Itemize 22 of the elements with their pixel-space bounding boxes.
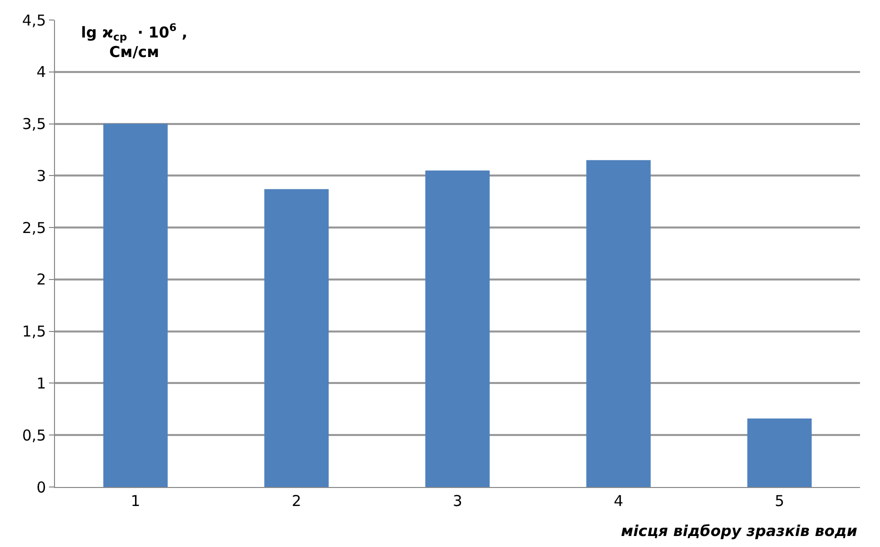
x-tick-label: 2 bbox=[292, 492, 302, 510]
y-tick-label: 2 bbox=[36, 270, 46, 289]
y-tick-label: 2,5 bbox=[22, 218, 46, 237]
x-tick-label: 4 bbox=[614, 492, 624, 510]
y-tick-label: 0,5 bbox=[22, 426, 46, 444]
y-tick-label: 3 bbox=[36, 166, 46, 185]
x-tick-label: 1 bbox=[130, 492, 140, 510]
bar bbox=[586, 160, 651, 487]
y-tick-label: 4,5 bbox=[22, 11, 46, 30]
y-tick-label: 4 bbox=[36, 63, 46, 82]
bar bbox=[747, 418, 812, 487]
bar bbox=[425, 170, 490, 487]
y-tick-label: 3,5 bbox=[22, 115, 46, 134]
x-axis-title: місця відбору зразків води bbox=[621, 522, 858, 540]
bar bbox=[264, 189, 329, 487]
y-tick-label: 1,5 bbox=[22, 322, 46, 341]
text: lg ϰ$_{ср}$ · 10$^{6}$ , См/см bbox=[81, 22, 188, 61]
x-tick-label: 3 bbox=[452, 492, 462, 510]
x-tick-label: 5 bbox=[774, 492, 784, 510]
y-tick-label: 0 bbox=[36, 478, 46, 496]
y-tick-label: 1 bbox=[36, 374, 46, 392]
bar bbox=[103, 124, 168, 487]
